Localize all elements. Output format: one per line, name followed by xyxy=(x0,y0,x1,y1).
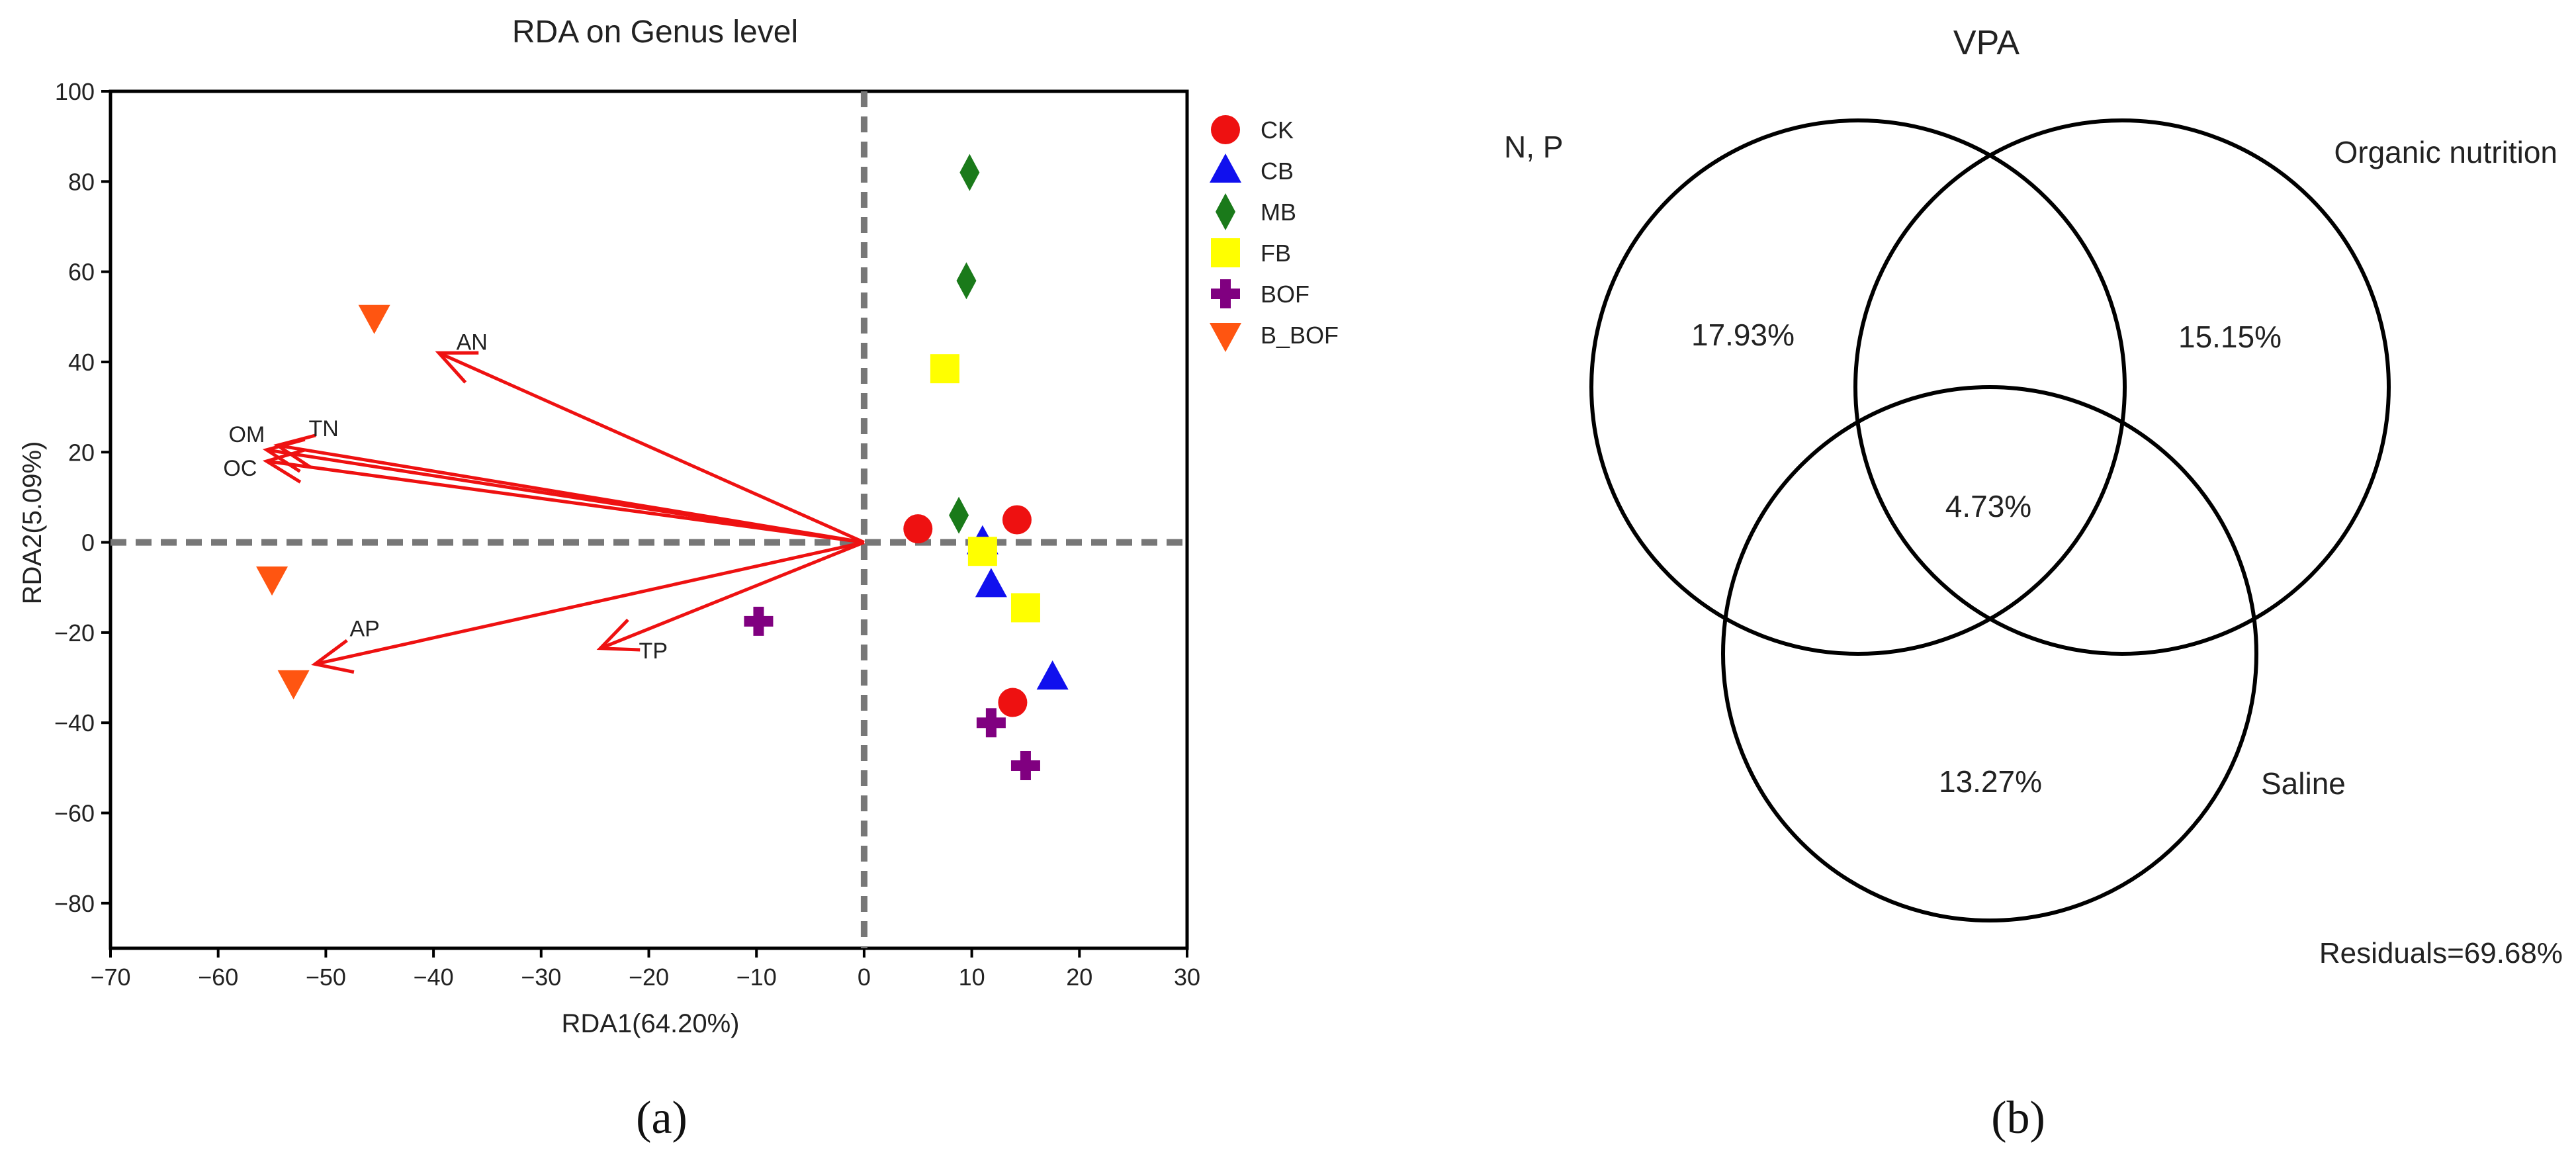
rda-x-tick-label: 30 xyxy=(1174,963,1200,991)
rda-point-bof xyxy=(1010,750,1040,780)
venn-circle-organic-nutrition xyxy=(1853,118,2391,656)
rda-y-tick-label: 40 xyxy=(68,349,95,376)
rda-vector-ap xyxy=(314,541,865,666)
rda-point-fb xyxy=(1010,593,1040,623)
rda-x-tick-label: 0 xyxy=(858,963,871,991)
rda-point-cb xyxy=(975,568,1007,598)
rda-vector-label-an: AN xyxy=(457,330,488,355)
rda-y-axis-ticks: −80 −60 −40 −20 0 20 40 60 80 100 xyxy=(54,78,111,917)
rda-vector-tn xyxy=(277,443,865,545)
rda-vector-arrowhead xyxy=(273,433,316,469)
rda-y-tick-label: −60 xyxy=(54,800,95,827)
rda-x-tick-label: −10 xyxy=(736,963,777,991)
rda-reference-lines xyxy=(111,91,1187,948)
rda-y-tick-label: 60 xyxy=(68,259,95,286)
rda-vector-arrowhead xyxy=(262,448,306,484)
rda-x-tick-label: −70 xyxy=(90,963,130,991)
rda-vector-arrowhead xyxy=(435,351,479,384)
panel-label-b: (b) xyxy=(1991,1093,2045,1143)
vpa-title: VPA xyxy=(1953,24,2020,62)
rda-sample-points xyxy=(256,154,1069,780)
legend-label-fb: FB xyxy=(1261,240,1291,267)
rda-y-tick-label: −80 xyxy=(54,890,95,917)
rda-point-fb xyxy=(930,354,959,384)
rda-x-tick-label: 10 xyxy=(959,963,985,991)
legend-marker-bof xyxy=(1211,279,1240,308)
rda-x-tick-label: −60 xyxy=(198,963,238,991)
rda-point-b-bof xyxy=(277,670,310,699)
rda-point-mb xyxy=(959,154,980,191)
rda-title: RDA on Genus level xyxy=(512,15,798,50)
rda-x-tick-label: −40 xyxy=(414,963,454,991)
venn-circle-n-p xyxy=(1589,118,2127,656)
rda-vector-arrowhead xyxy=(311,639,355,674)
rda-point-mb xyxy=(956,262,977,300)
rda-vector-label-om: OM xyxy=(229,422,265,447)
rda-point-bof xyxy=(976,708,1006,738)
rda-vector-arrowhead xyxy=(596,618,641,652)
rda-vector-label-oc: OC xyxy=(223,456,257,481)
rda-point-ck xyxy=(1002,505,1032,535)
venn-region-n-p-only: 17.93% xyxy=(1691,318,1795,352)
legend-marker-fb xyxy=(1211,238,1240,267)
rda-vector-label-tp: TP xyxy=(639,639,668,664)
venn-circle-saline xyxy=(1721,385,2258,922)
legend-label-ck: CK xyxy=(1261,116,1294,144)
rda-y-tick-label: 0 xyxy=(81,529,95,557)
legend-marker-ck xyxy=(1211,115,1240,144)
rda-vector-label-tn: TN xyxy=(309,416,339,441)
venn-residuals: Residuals=69.68% xyxy=(2319,937,2563,969)
rda-point-mb xyxy=(949,496,969,534)
venn-region-all-three: 4.73% xyxy=(1945,489,2031,523)
vpa-panel: VPA N, P Organic nutrition Saline 17.93%… xyxy=(1504,24,2563,1143)
rda-point-bof xyxy=(744,606,774,636)
rda-vector-label-ap: AP xyxy=(349,617,379,642)
rda-x-tick-label: 20 xyxy=(1066,963,1092,991)
rda-vector-oc xyxy=(266,459,865,545)
rda-x-axis-title: RDA1(64.20%) xyxy=(561,1009,739,1038)
rda-point-b-bof xyxy=(256,566,289,596)
rda-x-tick-label: −20 xyxy=(629,963,669,991)
rda-point-ck xyxy=(998,688,1028,717)
rda-vector-tp xyxy=(600,541,865,650)
rda-x-tick-label: −50 xyxy=(306,963,346,991)
rda-panel: RDA on Genus level −70 −60 −50 −40 −30 −20 −10… xyxy=(18,15,1339,1143)
rda-point-cb xyxy=(1036,660,1069,690)
venn-region-organic-only: 15.15% xyxy=(2178,320,2282,354)
rda-point-b-bof xyxy=(358,304,390,334)
rda-y-tick-label: 20 xyxy=(68,439,95,466)
rda-y-tick-label: −40 xyxy=(54,709,95,737)
rda-environment-vectors: AN OM TN OC AP TP xyxy=(223,330,865,674)
legend-label-cb: CB xyxy=(1261,157,1294,185)
venn-set-label-saline: Saline xyxy=(2261,766,2346,801)
rda-legend: CK CB MB FB BOF B_BOF xyxy=(1210,115,1339,352)
venn-set-label-organic-nutrition: Organic nutrition xyxy=(2334,135,2558,169)
legend-marker-cb xyxy=(1210,154,1241,183)
rda-point-ck xyxy=(903,514,933,544)
rda-point-fb xyxy=(967,537,997,566)
legend-label-b-bof: B_BOF xyxy=(1261,322,1339,349)
rda-y-axis-title: RDA2(5.09%) xyxy=(18,441,47,605)
rda-x-axis-ticks: −70 −60 −50 −40 −30 −20 −10 0 10 20 30 xyxy=(90,948,1200,991)
legend-label-mb: MB xyxy=(1261,199,1296,226)
rda-y-tick-label: −20 xyxy=(54,619,95,647)
venn-set-label-n-p: N, P xyxy=(1504,130,1563,164)
panel-label-a: (a) xyxy=(636,1093,688,1143)
rda-x-tick-label: −30 xyxy=(521,963,561,991)
legend-label-bof: BOF xyxy=(1261,281,1310,308)
legend-marker-b-bof xyxy=(1210,323,1241,352)
legend-marker-mb xyxy=(1216,193,1235,230)
rda-y-tick-label: 80 xyxy=(68,168,95,195)
venn-region-saline-only: 13.27% xyxy=(1939,764,2042,799)
rda-vector-an xyxy=(438,351,865,544)
rda-y-tick-label: 100 xyxy=(55,78,95,105)
